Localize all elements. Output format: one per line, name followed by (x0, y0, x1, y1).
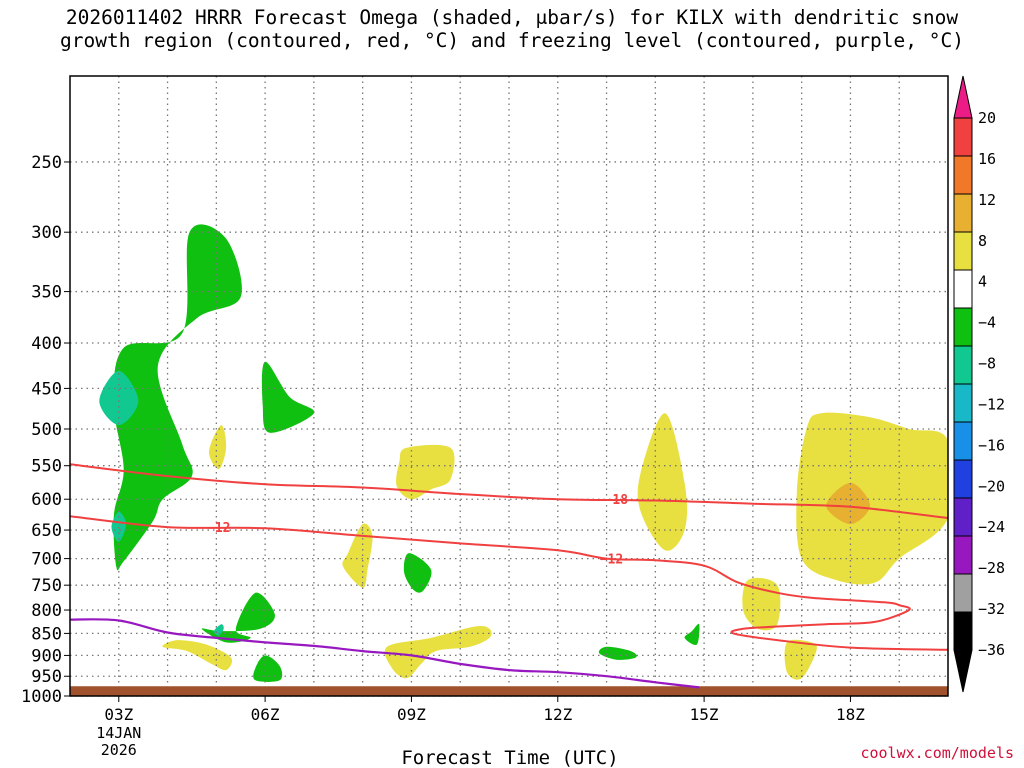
y-tick-label: 300 (31, 223, 62, 243)
omega-region (796, 412, 948, 585)
x-tick-label: 09Z (397, 705, 426, 724)
colorbar-box (953, 307, 973, 347)
colorbar-label: −12 (978, 395, 1005, 413)
colorbar-bottom-arrow (953, 649, 973, 693)
colorbar-label: −32 (978, 600, 1005, 618)
colorbar-box (953, 193, 973, 233)
contour-lines (70, 463, 948, 689)
x-tick-year: 2026 (101, 741, 137, 759)
x-tick-label: 15Z (690, 705, 719, 724)
y-tick-label: 750 (31, 576, 62, 596)
omega-region (826, 482, 870, 525)
colorbar-top-arrow (953, 75, 973, 119)
y-tick-label: 900 (31, 646, 62, 666)
y-tick-label: 550 (31, 457, 62, 477)
y-tick-label: 850 (31, 624, 62, 644)
colorbar-label: −36 (978, 641, 1005, 659)
y-tick-label: 650 (31, 521, 62, 541)
colorbar-box (953, 497, 973, 537)
omega-region (637, 413, 688, 551)
chart-title: 2026011402 HRRR Forecast Omega (shaded, … (0, 6, 1024, 52)
x-tick-label: 18Z (836, 705, 865, 724)
omega-region (598, 646, 637, 660)
colorbar-box (953, 421, 973, 461)
colorbar-box (953, 155, 973, 195)
x-axis-label: Forecast Time (UTC) (401, 747, 618, 768)
y-tick-label: 950 (31, 667, 62, 687)
omega-region (208, 425, 227, 470)
y-tick-label: 400 (31, 334, 62, 354)
colorbar-label: 16 (978, 150, 996, 168)
x-tick-label: 03Z (104, 705, 133, 724)
omega-region (113, 224, 242, 571)
colorbar: 20 16 12 8 4 −4 −8 −12 −16 −20 −24 −28 −32 −36 (953, 75, 1005, 693)
colorbar-label: −28 (978, 559, 1005, 577)
dgz-contour (70, 515, 948, 651)
freezing-level-contour (70, 618, 700, 689)
y-tick-label: 800 (31, 601, 62, 621)
contour-label: −12 (207, 521, 230, 536)
colorbar-box (953, 231, 973, 271)
y-tick-label: 500 (31, 420, 62, 440)
colorbar-label: −4 (978, 314, 996, 332)
title-line-1: 2026011402 HRRR Forecast Omega (shaded, … (65, 6, 959, 29)
x-tick-date: 14JAN (96, 724, 141, 742)
colorbar-box (953, 573, 973, 613)
y-tick-label: 700 (31, 550, 62, 570)
colorbar-box (953, 611, 973, 651)
contour-label: −18 (605, 493, 629, 508)
y-tick-label: 450 (31, 379, 62, 399)
plot-border (69, 75, 949, 697)
colorbar-box (953, 459, 973, 499)
ground-layer (70, 686, 948, 696)
colorbar-label: −20 (978, 477, 1005, 495)
omega-region (201, 592, 275, 643)
omega-region (396, 444, 455, 500)
contour-label: −12 (600, 553, 623, 568)
colorbar-label: 12 (978, 191, 996, 209)
colorbar-label: 20 (978, 109, 996, 127)
omega-shading (99, 224, 948, 682)
y-tick-label: 1000 (21, 687, 62, 707)
colorbar-box (953, 535, 973, 575)
colorbar-label: −24 (978, 518, 1005, 536)
x-tick-label: 06Z (251, 705, 280, 724)
title-line-2: growth region (contoured, red, °C) and f… (60, 29, 964, 52)
omega-region (784, 639, 817, 680)
pressure-axis: 2503003504004505005506006507007508008509… (21, 153, 70, 707)
colorbar-label: 8 (978, 232, 987, 250)
colorbar-label: −8 (978, 355, 996, 373)
colorbar-box (953, 345, 973, 385)
omega-region (403, 553, 432, 593)
omega-region (342, 523, 373, 588)
colorbar-label: 4 (978, 273, 987, 291)
omega-region (684, 623, 700, 646)
omega-region (253, 655, 283, 682)
omega-region (99, 370, 139, 426)
y-tick-label: 250 (31, 153, 62, 173)
dgz-contour (70, 463, 948, 519)
colorbar-box (953, 117, 973, 157)
colorbar-box (953, 269, 973, 309)
grid-lines (70, 76, 948, 697)
omega-region (111, 511, 127, 542)
colorbar-box (953, 383, 973, 423)
y-tick-label: 350 (31, 283, 62, 303)
y-tick-label: 600 (31, 490, 62, 510)
watermark: coolwx.com/models (860, 744, 1014, 762)
colorbar-label: −16 (978, 436, 1005, 454)
omega-region (261, 361, 315, 433)
x-tick-label: 12Z (543, 705, 572, 724)
